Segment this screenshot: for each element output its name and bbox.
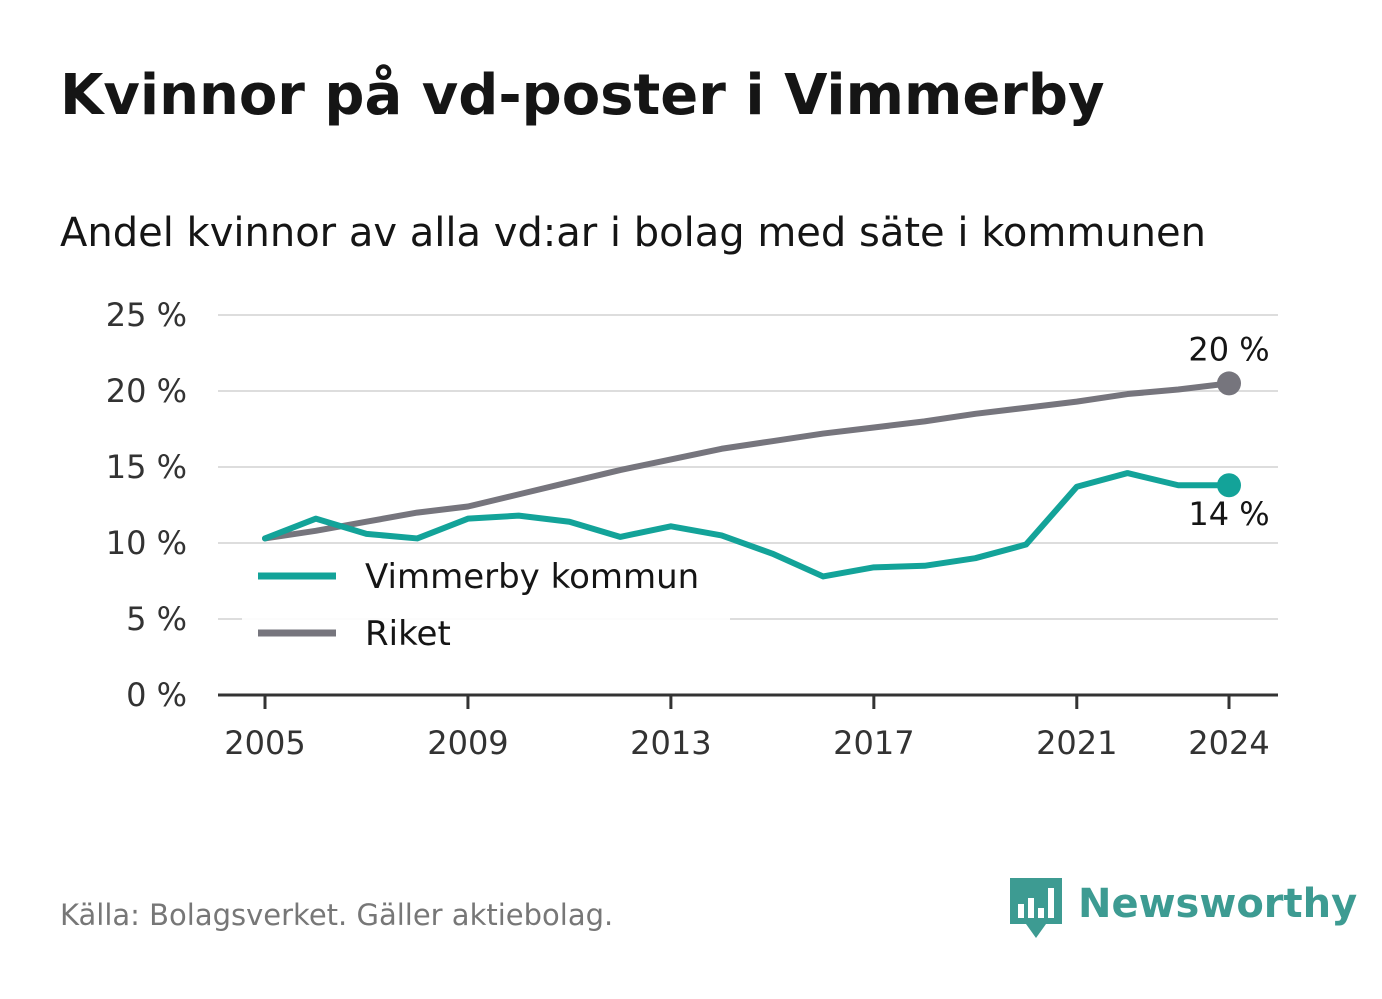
end-label-vimmerby: 14 % (1188, 495, 1269, 533)
end-labels: 20 % 14 % (1188, 330, 1269, 533)
brand-logo: Newsworthy (1010, 878, 1357, 942)
y-tick-label: 25 % (106, 296, 187, 334)
series-line-riket (262, 380, 1232, 542)
x-tick-label: 2021 (1036, 724, 1117, 762)
legend-label-vimmerby: Vimmerby kommun (365, 557, 699, 597)
newsworthy-logo-icon (1010, 878, 1062, 938)
x-axis-ticks: 2005 2009 2013 2017 2021 2024 (224, 695, 1270, 762)
x-tick-label: 2017 (833, 724, 914, 762)
y-tick-label: 15 % (106, 448, 187, 486)
x-tick-label: 2005 (224, 724, 305, 762)
legend: Vimmerby kommun Riket (242, 552, 730, 662)
series-endpoint-vimmerby (1217, 473, 1241, 498)
x-tick-label: 2013 (630, 724, 711, 762)
series-lines (262, 371, 1241, 580)
brand-name: Newsworthy (1078, 881, 1358, 927)
y-tick-label: 10 % (106, 524, 187, 562)
series-line-vimmerby (262, 470, 1232, 580)
source-note: Källa: Bolagsverket. Gäller aktiebolag. (60, 898, 614, 932)
y-tick-label: 20 % (106, 372, 187, 410)
y-tick-label: 5 % (126, 600, 187, 638)
line-chart: 0 %5 %10 %15 %20 %25 % 2005 2009 2013 2017 2… (106, 296, 1278, 762)
page-title: Kvinnor på vd-poster i Vimmerby (60, 63, 1105, 128)
legend-label-riket: Riket (365, 614, 451, 654)
end-label-riket: 20 % (1188, 330, 1269, 368)
series-endpoint-riket (1217, 371, 1241, 396)
y-tick-label: 0 % (126, 676, 187, 714)
legend-background (242, 552, 730, 662)
x-tick-label: 2009 (427, 724, 508, 762)
x-tick-label: 2024 (1188, 724, 1269, 762)
y-axis-ticks: 0 % 5 % 10 % 15 % 20 % 25 % (106, 296, 187, 714)
chart-subtitle: Andel kvinnor av alla vd:ar i bolag med … (60, 210, 1206, 256)
